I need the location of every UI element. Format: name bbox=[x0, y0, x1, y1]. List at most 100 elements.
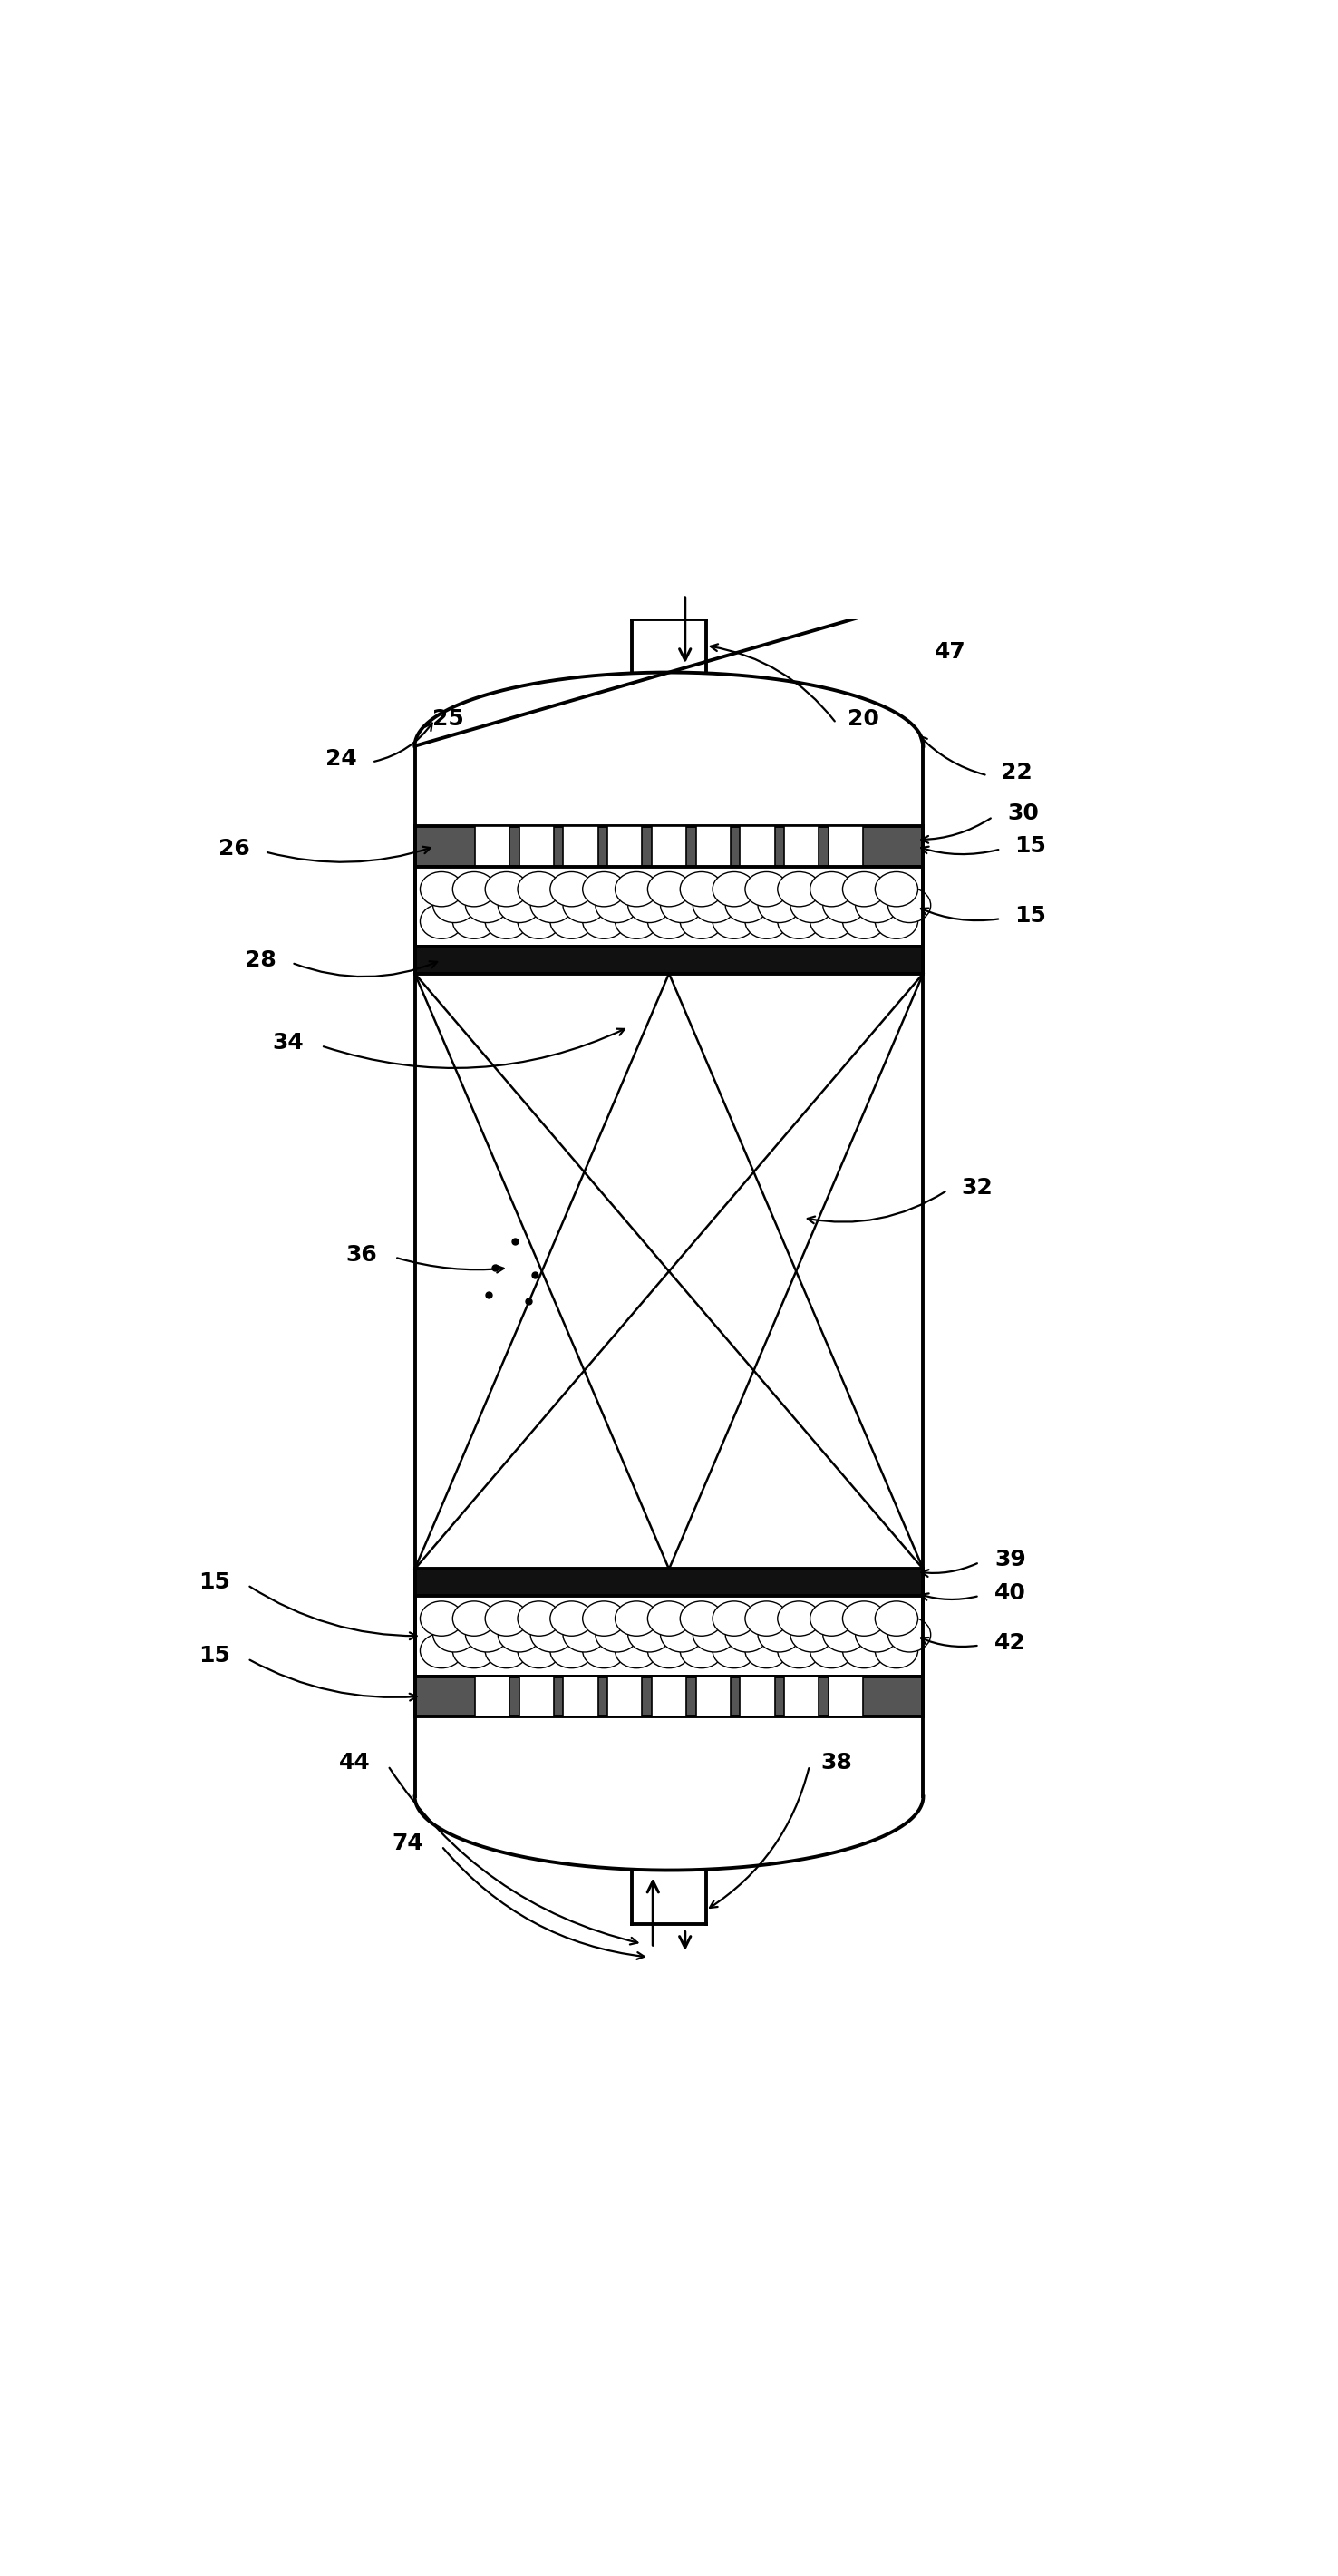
Ellipse shape bbox=[518, 1633, 561, 1669]
Ellipse shape bbox=[466, 1618, 508, 1651]
Ellipse shape bbox=[809, 1633, 852, 1669]
Ellipse shape bbox=[628, 889, 670, 922]
Ellipse shape bbox=[680, 871, 723, 907]
Ellipse shape bbox=[615, 871, 658, 907]
Ellipse shape bbox=[791, 1618, 834, 1651]
Ellipse shape bbox=[648, 1633, 690, 1669]
Ellipse shape bbox=[777, 1602, 820, 1636]
Polygon shape bbox=[652, 827, 686, 866]
Ellipse shape bbox=[777, 1633, 820, 1669]
Text: 20: 20 bbox=[847, 708, 879, 729]
Ellipse shape bbox=[888, 1618, 931, 1651]
Text: 26: 26 bbox=[218, 837, 250, 860]
Ellipse shape bbox=[628, 1618, 670, 1651]
Ellipse shape bbox=[582, 904, 625, 938]
Ellipse shape bbox=[420, 904, 463, 938]
Ellipse shape bbox=[563, 889, 606, 922]
Polygon shape bbox=[415, 1677, 923, 1716]
Ellipse shape bbox=[420, 1633, 463, 1669]
Ellipse shape bbox=[680, 1602, 723, 1636]
Ellipse shape bbox=[595, 889, 638, 922]
Polygon shape bbox=[784, 1677, 819, 1716]
Ellipse shape bbox=[452, 871, 495, 907]
Ellipse shape bbox=[486, 871, 529, 907]
Ellipse shape bbox=[518, 871, 561, 907]
Ellipse shape bbox=[648, 904, 690, 938]
Ellipse shape bbox=[648, 871, 690, 907]
Text: 28: 28 bbox=[245, 948, 277, 971]
Ellipse shape bbox=[615, 1602, 658, 1636]
Ellipse shape bbox=[855, 889, 898, 922]
Ellipse shape bbox=[855, 1618, 898, 1651]
Ellipse shape bbox=[843, 904, 886, 938]
Text: 32: 32 bbox=[961, 1177, 993, 1198]
Polygon shape bbox=[740, 1677, 775, 1716]
Ellipse shape bbox=[757, 1618, 800, 1651]
Ellipse shape bbox=[745, 871, 788, 907]
Ellipse shape bbox=[791, 889, 834, 922]
Ellipse shape bbox=[875, 1633, 918, 1669]
Polygon shape bbox=[607, 1677, 642, 1716]
Ellipse shape bbox=[725, 1618, 768, 1651]
Ellipse shape bbox=[745, 1633, 788, 1669]
Ellipse shape bbox=[498, 1618, 541, 1651]
Ellipse shape bbox=[486, 904, 529, 938]
Text: 74: 74 bbox=[392, 1832, 424, 1855]
Text: 30: 30 bbox=[1008, 801, 1040, 824]
Ellipse shape bbox=[823, 1618, 866, 1651]
Ellipse shape bbox=[486, 1602, 529, 1636]
Ellipse shape bbox=[452, 1633, 495, 1669]
Polygon shape bbox=[784, 827, 819, 866]
Polygon shape bbox=[415, 1569, 923, 1595]
Ellipse shape bbox=[452, 1602, 495, 1636]
Ellipse shape bbox=[530, 889, 573, 922]
Ellipse shape bbox=[680, 904, 723, 938]
Text: 38: 38 bbox=[820, 1752, 852, 1775]
Ellipse shape bbox=[809, 904, 852, 938]
Text: 15: 15 bbox=[198, 1571, 230, 1595]
Ellipse shape bbox=[518, 904, 561, 938]
Ellipse shape bbox=[875, 904, 918, 938]
Ellipse shape bbox=[615, 904, 658, 938]
Polygon shape bbox=[519, 1677, 554, 1716]
Text: 40: 40 bbox=[994, 1582, 1026, 1605]
Ellipse shape bbox=[875, 871, 918, 907]
Ellipse shape bbox=[680, 1633, 723, 1669]
Polygon shape bbox=[475, 1677, 510, 1716]
Ellipse shape bbox=[745, 1602, 788, 1636]
Ellipse shape bbox=[713, 904, 756, 938]
Ellipse shape bbox=[809, 871, 852, 907]
Ellipse shape bbox=[420, 1602, 463, 1636]
Ellipse shape bbox=[713, 871, 756, 907]
Ellipse shape bbox=[757, 889, 800, 922]
Ellipse shape bbox=[550, 904, 593, 938]
Ellipse shape bbox=[582, 871, 625, 907]
Text: 22: 22 bbox=[1001, 762, 1033, 783]
Ellipse shape bbox=[875, 1602, 918, 1636]
Ellipse shape bbox=[518, 1602, 561, 1636]
Ellipse shape bbox=[777, 871, 820, 907]
Text: 15: 15 bbox=[198, 1646, 230, 1667]
Polygon shape bbox=[415, 1595, 923, 1677]
Polygon shape bbox=[563, 1677, 598, 1716]
Ellipse shape bbox=[713, 1633, 756, 1669]
Ellipse shape bbox=[823, 889, 866, 922]
Polygon shape bbox=[696, 827, 731, 866]
Ellipse shape bbox=[434, 889, 476, 922]
Ellipse shape bbox=[420, 871, 463, 907]
Polygon shape bbox=[828, 827, 863, 866]
Ellipse shape bbox=[595, 1618, 638, 1651]
Ellipse shape bbox=[661, 1618, 704, 1651]
Polygon shape bbox=[828, 1677, 863, 1716]
Ellipse shape bbox=[888, 889, 931, 922]
Text: 25: 25 bbox=[432, 708, 464, 729]
Polygon shape bbox=[652, 1677, 686, 1716]
Ellipse shape bbox=[693, 889, 736, 922]
Text: 36: 36 bbox=[345, 1244, 377, 1265]
Ellipse shape bbox=[550, 1633, 593, 1669]
Ellipse shape bbox=[434, 1618, 476, 1651]
Polygon shape bbox=[475, 827, 510, 866]
Ellipse shape bbox=[582, 1633, 625, 1669]
Ellipse shape bbox=[725, 889, 768, 922]
Ellipse shape bbox=[486, 1633, 529, 1669]
